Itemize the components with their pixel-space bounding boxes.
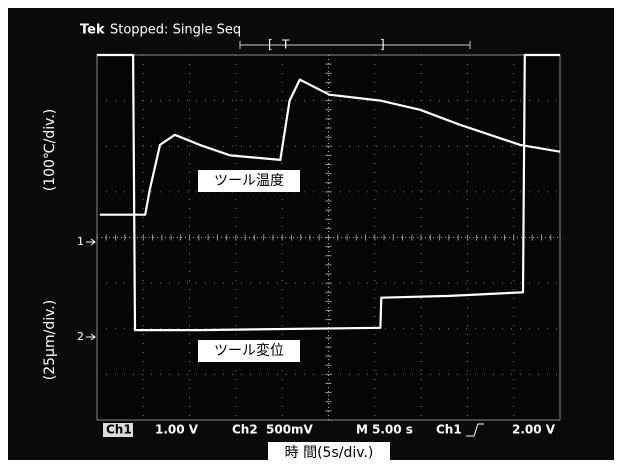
- channel-marker: 2: [77, 330, 84, 343]
- y-label-temperature: (100℃/div.): [42, 109, 58, 192]
- status-trig-level: 2.00 V: [512, 423, 556, 437]
- status-timebase: 5.00 s: [372, 423, 413, 437]
- oscilloscope-screen: Tek Stopped: Single Seq [ ] T (100℃/div.…: [0, 0, 622, 467]
- status-ch1: Ch1: [106, 423, 132, 437]
- brand: Tek: [80, 23, 105, 38]
- channel-marker: 1: [77, 235, 84, 248]
- status-ch1-scale: 1.00 V: [155, 423, 199, 437]
- status-trig-ch: Ch1: [436, 423, 462, 437]
- status-ch2: Ch2: [232, 423, 258, 437]
- series-label: ツール温度: [214, 173, 284, 189]
- scope-status: Stopped: Single Seq: [110, 23, 241, 38]
- trigger-bracket-open: [: [268, 38, 273, 52]
- trigger-label: T: [281, 38, 290, 52]
- status-ch2-scale: 500mV: [266, 423, 314, 437]
- x-label: 時 間(5s/div.): [285, 445, 374, 461]
- series-label: ツール変位: [214, 342, 284, 359]
- status-m: M: [356, 423, 368, 437]
- trigger-bracket-close: ]: [380, 38, 385, 52]
- y-label-displacement: (25μm/div.): [42, 300, 58, 380]
